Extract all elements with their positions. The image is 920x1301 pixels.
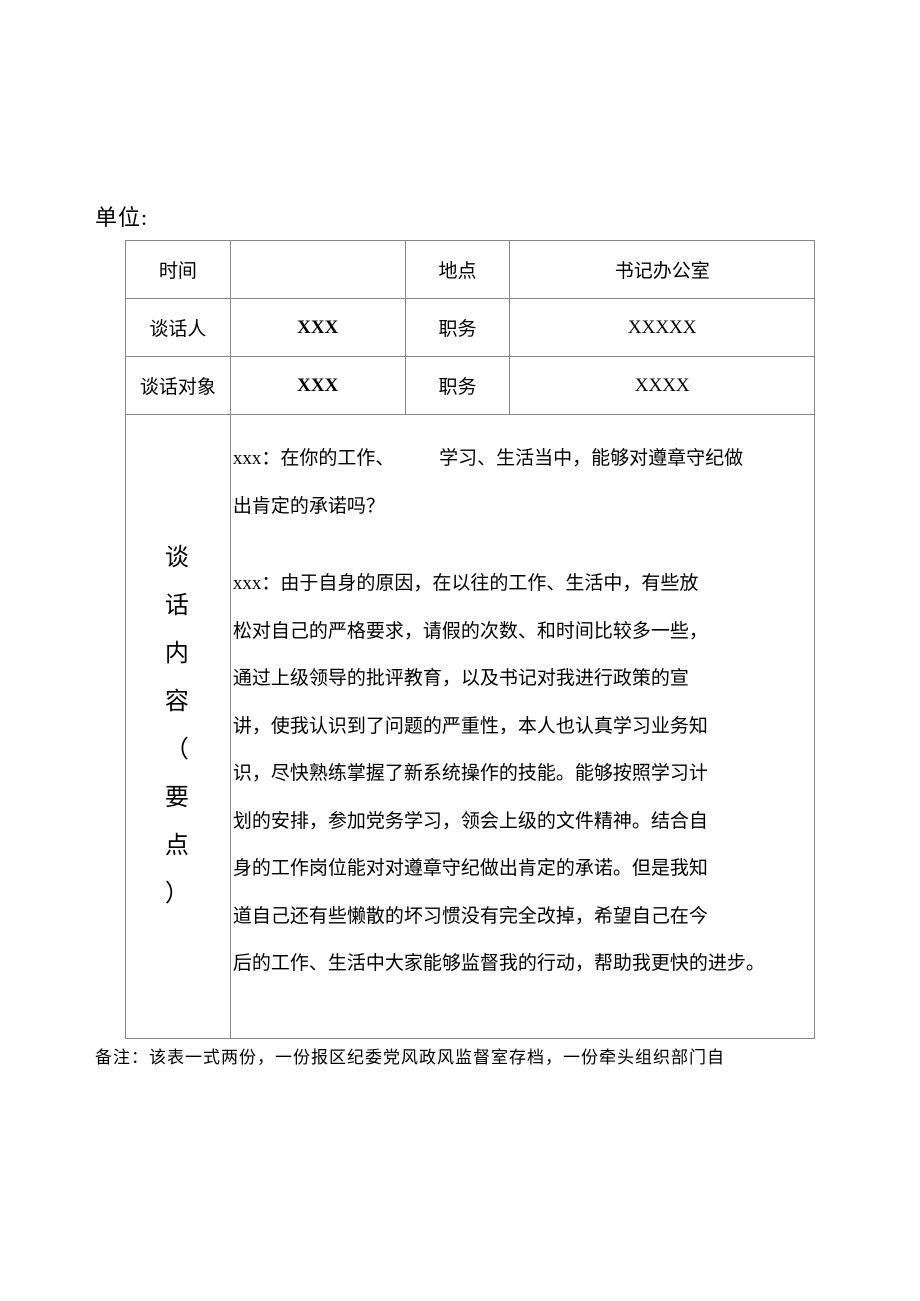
content-label-char: 话 <box>126 582 230 630</box>
footnote: 备注：该表一式两份，一份报区纪委党风政风监督室存档，一份牵头组织部门自 <box>95 1043 825 1068</box>
content-question-line2: 出肯定的承诺吗？ <box>233 483 806 531</box>
content-answer-line: 身的工作岗位能对对遵章守纪做出肯定的承诺。但是我知 <box>233 845 806 893</box>
place-value: 书记办公室 <box>510 241 815 299</box>
speaker-label: 谈话人 <box>126 299 231 357</box>
speaker-role-value: XXXXX <box>510 299 815 357</box>
subject-role-value: XXXX <box>510 357 815 415</box>
row-content: 谈 话 内 容 （ 要 点 ） xxx：在你的工作、 学习、生活当中，能够对遵章… <box>126 415 815 1039</box>
form-table: 时间 地点 书记办公室 谈话人 XXX 职务 XXXXX 谈话对象 XXX 职务… <box>125 240 815 1039</box>
time-value <box>230 241 405 299</box>
row-time: 时间 地点 书记办公室 <box>126 241 815 299</box>
subject-role-label: 职务 <box>405 357 510 415</box>
row-subject: 谈话对象 XXX 职务 XXXX <box>126 357 815 415</box>
place-label: 地点 <box>405 241 510 299</box>
content-label-char: （ <box>126 726 230 774</box>
content-answer-line: xxx：由于自身的原因，在以往的工作、生活中，有些放 <box>233 560 806 608</box>
content-label-char: 点 <box>126 822 230 870</box>
content-label-char: 谈 <box>126 534 230 582</box>
row-speaker: 谈话人 XXX 职务 XXXXX <box>126 299 815 357</box>
paragraph-gap <box>233 530 806 560</box>
subject-label: 谈话对象 <box>126 357 231 415</box>
speaker-role-label: 职务 <box>405 299 510 357</box>
content-label-cell: 谈 话 内 容 （ 要 点 ） <box>126 415 231 1039</box>
q-part2: 学习、生活当中，能够对遵章守纪做 <box>439 435 743 483</box>
q-part1: xxx：在你的工作、 <box>233 435 395 483</box>
content-answer-line: 划的安排，参加党务学习，领会上级的文件精神。结合自 <box>233 798 806 846</box>
content-answer-line: 通过上级领导的批评教育，以及书记对我进行政策的宣 <box>233 655 806 703</box>
unit-label: 单位: <box>95 200 825 232</box>
content-answer-line: 讲，使我认识到了问题的严重性，本人也认真学习业务知 <box>233 703 806 751</box>
content-question-line1: xxx：在你的工作、 学习、生活当中，能够对遵章守纪做 <box>233 435 806 483</box>
content-answer-line: 道自己还有些懒散的坏习惯没有完全改掉，希望自己在今 <box>233 893 806 941</box>
content-label-char: 容 <box>126 678 230 726</box>
content-label-char: 内 <box>126 630 230 678</box>
subject-value: XXX <box>230 357 405 415</box>
content-answer-line: 识，尽快熟练掌握了新系统操作的技能。能够按照学习计 <box>233 750 806 798</box>
content-answer-line: 后的工作、生活中大家能够监督我的行动，帮助我更快的进步。 <box>233 940 806 988</box>
content-label-char: ） <box>126 870 230 918</box>
content-answer-line: 松对自己的严格要求，请假的次数、和时间比较多一些， <box>233 608 806 656</box>
speaker-value: XXX <box>230 299 405 357</box>
content-body-cell: xxx：在你的工作、 学习、生活当中，能够对遵章守纪做 出肯定的承诺吗？ xxx… <box>230 415 814 1039</box>
time-label: 时间 <box>126 241 231 299</box>
content-label-char: 要 <box>126 774 230 822</box>
